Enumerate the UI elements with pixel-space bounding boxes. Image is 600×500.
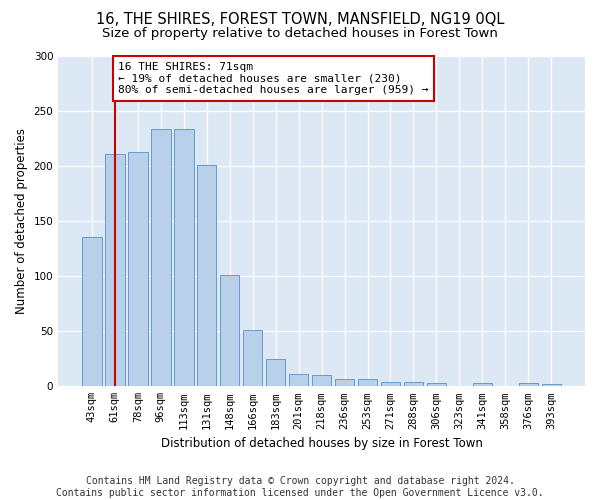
Bar (128, 152, 148, 386)
Bar (197, 166, 217, 386)
Bar (542, 384, 561, 386)
Y-axis label: Number of detached properties: Number of detached properties (15, 128, 28, 314)
Bar (220, 276, 239, 386)
Bar (473, 383, 492, 386)
Text: Contains HM Land Registry data © Crown copyright and database right 2024.
Contai: Contains HM Land Registry data © Crown c… (56, 476, 544, 498)
X-axis label: Distribution of detached houses by size in Forest Town: Distribution of detached houses by size … (161, 437, 482, 450)
Bar (151, 129, 170, 386)
Bar (266, 359, 286, 386)
Text: 16, THE SHIRES, FOREST TOWN, MANSFIELD, NG19 0QL: 16, THE SHIRES, FOREST TOWN, MANSFIELD, … (96, 12, 504, 28)
Bar (518, 383, 538, 386)
Bar (82, 237, 101, 386)
Bar (174, 129, 194, 386)
Bar (312, 376, 331, 386)
Bar (427, 383, 446, 386)
Bar (404, 382, 423, 386)
Bar (105, 154, 125, 386)
Bar (335, 378, 355, 386)
Bar (381, 382, 400, 386)
Bar (243, 330, 262, 386)
Bar (358, 378, 377, 386)
Text: 16 THE SHIRES: 71sqm
← 19% of detached houses are smaller (230)
80% of semi-deta: 16 THE SHIRES: 71sqm ← 19% of detached h… (118, 62, 429, 95)
Bar (289, 374, 308, 386)
Text: Size of property relative to detached houses in Forest Town: Size of property relative to detached ho… (102, 28, 498, 40)
